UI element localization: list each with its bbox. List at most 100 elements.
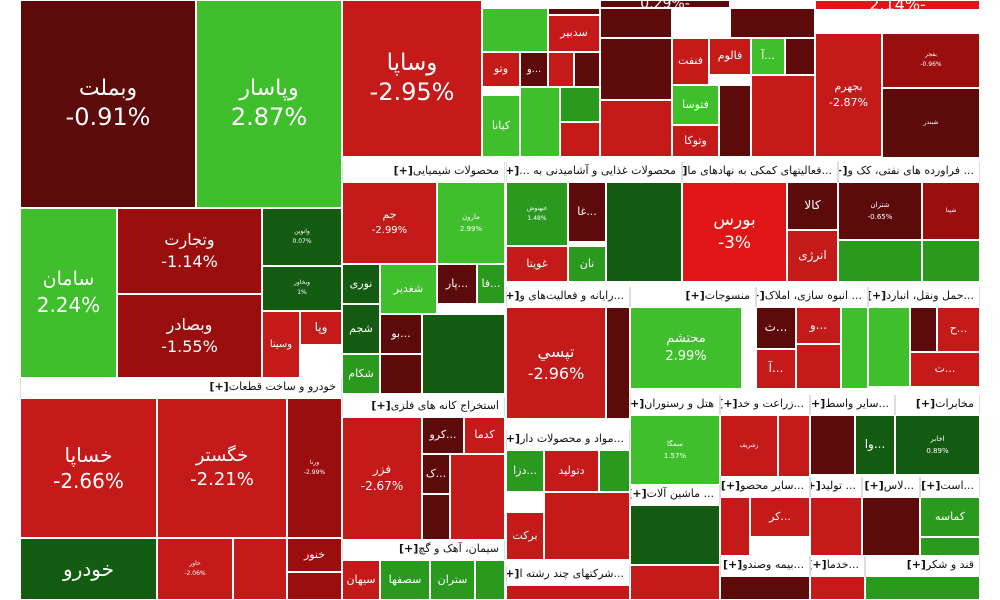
expand-button[interactable]: [+] — [720, 479, 741, 492]
stock-tile[interactable] — [599, 450, 630, 492]
stock-tile[interactable]: شبندر — [882, 88, 980, 158]
expand-button[interactable]: [+] — [506, 567, 520, 580]
stock-tile[interactable]: وپاسار 2.87% — [196, 0, 342, 208]
stock-tile[interactable]: وتوکا — [672, 125, 719, 157]
stock-tile[interactable] — [422, 314, 505, 394]
stock-tile[interactable]: ...کرو — [422, 417, 464, 454]
expand-button[interactable]: [+] — [399, 542, 419, 555]
stock-tile[interactable] — [862, 497, 920, 556]
stock-tile[interactable]: ...پار — [437, 264, 477, 304]
expand-button[interactable]: [+] — [757, 289, 765, 302]
stock-tile[interactable] — [751, 75, 815, 157]
stock-tile[interactable]: شکام — [342, 354, 380, 394]
stock-tile[interactable]: خساپا -2.66% — [20, 398, 157, 538]
expand-button[interactable]: [+] — [723, 558, 743, 571]
stock-tile[interactable]: ...و — [520, 52, 548, 87]
stock-tile[interactable]: ...ک — [422, 454, 450, 494]
expand-button[interactable]: [+] — [915, 397, 936, 410]
stock-tile[interactable] — [380, 354, 422, 394]
stock-tile[interactable] — [560, 122, 600, 157]
stock-tile[interactable]: ...و — [796, 307, 841, 344]
stock-tile[interactable]: فتوسا — [672, 85, 719, 125]
stock-tile[interactable]: بورس -3% — [682, 182, 787, 282]
expand-button[interactable]: [+] — [393, 164, 413, 177]
sector-header[interactable]: ... ماشین آلات[+] — [630, 485, 720, 505]
stock-tile[interactable]: ...آ — [756, 349, 796, 389]
expand-button[interactable]: [+] — [811, 479, 821, 492]
stock-tile[interactable] — [548, 8, 600, 15]
stock-tile[interactable] — [841, 307, 868, 389]
stock-tile[interactable]: ...بو — [380, 314, 422, 354]
stock-tile[interactable]: -0.29% — [600, 0, 730, 8]
stock-tile[interactable]: وسینا — [262, 311, 300, 378]
stock-tile[interactable]: فنفت — [672, 38, 709, 85]
stock-tile[interactable] — [810, 497, 862, 556]
sector-header[interactable]: قند و شکر[+] — [865, 556, 980, 576]
stock-tile[interactable]: وپا — [300, 311, 342, 345]
stock-tile[interactable]: وتجارت -1.14% — [117, 208, 262, 294]
stock-tile[interactable]: سدبیر — [548, 15, 600, 52]
sector-header[interactable]: مخابرات[+] — [895, 395, 980, 415]
stock-tile[interactable]: وساپا -2.95% — [342, 0, 482, 157]
stock-tile[interactable]: خنور — [287, 538, 342, 572]
stock-tile[interactable]: ...غا — [568, 182, 606, 242]
expand-button[interactable]: [+] — [839, 164, 848, 177]
sector-header[interactable]: ...زراعت و خد[+] — [720, 395, 810, 415]
stock-tile[interactable]: سمگا 1.57% — [630, 415, 720, 485]
stock-tile[interactable] — [719, 85, 751, 157]
stock-tile[interactable] — [630, 565, 720, 600]
stock-tile[interactable]: خاور -2.06% — [157, 538, 233, 600]
stock-tile[interactable] — [922, 240, 980, 282]
stock-tile[interactable]: دتولید — [544, 450, 599, 492]
expand-button[interactable]: [+] — [811, 397, 826, 410]
stock-tile[interactable] — [720, 576, 810, 600]
sector-header[interactable]: محصولات شیمیایی[+] — [342, 162, 505, 182]
expand-button[interactable]: [+] — [506, 289, 520, 302]
stock-tile[interactable]: ...وا — [855, 415, 895, 475]
stock-tile[interactable] — [720, 497, 750, 556]
stock-tile[interactable]: غبهنوش 1.48% — [506, 182, 568, 246]
stock-tile[interactable]: انرژی — [787, 230, 838, 282]
stock-tile[interactable]: ...ح — [937, 307, 980, 352]
stock-tile[interactable] — [506, 585, 630, 600]
stock-tile[interactable] — [600, 8, 672, 38]
expand-button[interactable]: [+] — [506, 432, 521, 445]
stock-tile[interactable]: سیهان — [342, 560, 380, 600]
sector-header[interactable]: استخراج کانه های فلزی[+] — [342, 397, 505, 417]
stock-tile[interactable]: مارون 2.99% — [437, 182, 505, 264]
stock-tile[interactable] — [810, 576, 865, 600]
sector-header[interactable]: ... انبوه سازی، املاک[+] — [756, 287, 868, 307]
expand-button[interactable]: [+] — [209, 380, 229, 393]
stock-tile[interactable]: بفجر -0.96% — [882, 33, 980, 88]
stock-tile[interactable]: کالا — [787, 182, 838, 230]
stock-tile[interactable] — [548, 52, 574, 87]
stock-tile[interactable]: فزر -2.67% — [342, 417, 422, 540]
stock-tile[interactable] — [630, 505, 720, 565]
stock-tile[interactable]: زشریف — [720, 415, 778, 477]
stock-tile[interactable]: وبخاور 1% — [262, 266, 342, 311]
stock-tile[interactable] — [796, 344, 841, 389]
stock-tile[interactable]: ...فا — [477, 264, 505, 304]
sector-header[interactable]: ...لاس[+] — [862, 477, 920, 497]
expand-button[interactable]: [+] — [685, 289, 705, 302]
expand-button[interactable]: [+] — [682, 164, 688, 177]
sector-header[interactable]: خودرو و ساخت قطعات[+] — [20, 378, 342, 398]
stock-tile[interactable] — [606, 307, 630, 419]
stock-tile[interactable] — [810, 415, 855, 475]
stock-tile[interactable]: سصفها — [380, 560, 430, 600]
stock-tile[interactable] — [560, 87, 600, 122]
expand-button[interactable]: [+] — [921, 479, 941, 492]
sector-header[interactable]: منسوجات[+] — [630, 287, 756, 307]
stock-tile[interactable]: فالوم — [709, 38, 751, 75]
stock-tile[interactable]: ...ت — [910, 352, 980, 387]
expand-button[interactable]: [+] — [506, 164, 520, 177]
stock-tile[interactable]: کیانا — [482, 95, 520, 157]
sector-header[interactable]: ...سایر واسط[+] — [810, 395, 895, 415]
stock-tile[interactable] — [600, 38, 672, 100]
stock-tile[interactable] — [778, 415, 810, 477]
sector-header[interactable]: ...حمل ونقل، انبارد[+] — [868, 287, 980, 307]
stock-tile[interactable]: ستران — [430, 560, 475, 600]
stock-tile[interactable] — [868, 307, 910, 387]
stock-tile[interactable]: بجهرم -2.87% — [815, 33, 882, 157]
stock-tile[interactable] — [520, 87, 560, 157]
